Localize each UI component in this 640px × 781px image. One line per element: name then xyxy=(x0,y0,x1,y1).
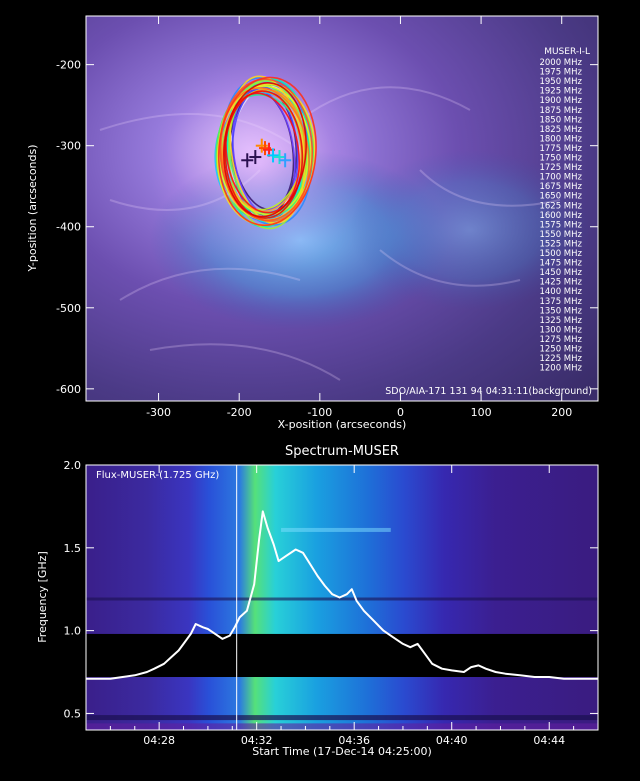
bottom-x-tick-label: 04:44 xyxy=(533,734,565,747)
legend-entry: 1775 MHz xyxy=(539,144,582,154)
legend-entry: 1200 MHz xyxy=(539,364,582,374)
legend-entry: 1850 MHz xyxy=(539,115,582,125)
lightcurve-label: Flux-MUSER-(1.725 GHz) xyxy=(96,470,219,481)
legend-entry: 1725 MHz xyxy=(539,163,582,173)
coronal-loop-strands xyxy=(99,86,561,381)
top-x-tick-label: -200 xyxy=(227,406,252,419)
legend-entry: 1350 MHz xyxy=(539,306,582,316)
legend-entry: 1250 MHz xyxy=(539,345,582,355)
background-image-label: SDO/AIA-171 131 94 04:31:11(background) xyxy=(385,386,592,397)
top-x-tick-label: -300 xyxy=(146,406,171,419)
legend-entry: 1425 MHz xyxy=(539,278,582,288)
legend-entry: 1375 MHz xyxy=(539,297,582,307)
legend-entry: 1575 MHz xyxy=(539,220,582,230)
centroid-marker xyxy=(249,150,262,165)
legend-entry: 1900 MHz xyxy=(539,96,582,106)
bottom-y-tick-label: 2.0 xyxy=(64,459,82,472)
bottom-y-tick-label: 0.5 xyxy=(64,707,82,720)
top-y-tick-label: -300 xyxy=(56,140,81,153)
top-x-tick-label: 200 xyxy=(551,406,572,419)
top-x-tick-label: 100 xyxy=(471,406,492,419)
spectrum-bottom-band xyxy=(86,723,598,730)
centroid-marker xyxy=(279,153,292,168)
contour-1275-mhz xyxy=(217,76,317,227)
legend-entry: 1750 MHz xyxy=(539,154,582,164)
bottom-x-axis-label: Start Time (17-Dec-14 04:25:00) xyxy=(252,745,432,758)
lightcurve-layer xyxy=(86,465,598,730)
top-plot-frame xyxy=(85,15,599,402)
contour-1225-mhz xyxy=(224,90,304,219)
spectrum-title: Spectrum-MUSER xyxy=(285,444,399,459)
legend-entry: 1700 MHz xyxy=(539,173,582,183)
blue-emission-region-east xyxy=(350,150,590,310)
legend-entry: 1550 MHz xyxy=(539,230,582,240)
bottom-x-tick-label: 04:36 xyxy=(338,734,370,747)
radio-source-contours xyxy=(214,74,317,230)
legend-entry: 1500 MHz xyxy=(539,249,582,259)
legend-entry: 1475 MHz xyxy=(539,259,582,269)
bottom-x-axis: 04:28 04:32 04:36 04:40 04:44 xyxy=(109,465,599,747)
solar-image-panel: -300 -200 -100 0 100 200 -200 -300 -400 -500 -600… xyxy=(26,15,599,431)
bottom-plot-frame xyxy=(85,464,599,731)
centroid-marker xyxy=(273,150,286,165)
top-x-axis: -300 -200 -100 0 100 200 xyxy=(146,16,572,419)
legend-entry: 1950 MHz xyxy=(539,77,582,87)
legend-entry: 1600 MHz xyxy=(539,211,582,221)
top-x-tick-label: -100 xyxy=(307,406,332,419)
spectrum-stripe xyxy=(86,715,598,721)
legend-entry: 1675 MHz xyxy=(539,182,582,192)
source-centroids xyxy=(241,138,292,168)
legend-entry: 1975 MHz xyxy=(539,68,582,78)
bottom-y-axis-label: Frequency [GHz] xyxy=(36,551,49,642)
centroid-marker xyxy=(267,148,280,163)
top-y-tick-label: -400 xyxy=(56,221,81,234)
legend-entry: 1225 MHz xyxy=(539,354,582,364)
legend-entry: 1625 MHz xyxy=(539,201,582,211)
bottom-y-tick-label: 1.5 xyxy=(64,542,82,555)
legend-entry: 1300 MHz xyxy=(539,325,582,335)
bottom-x-tick-label: 04:32 xyxy=(241,734,273,747)
bottom-y-tick-label: 1.0 xyxy=(64,625,82,638)
legend-entry: 1800 MHz xyxy=(539,134,582,144)
top-y-tick-label: -200 xyxy=(56,59,81,72)
bright-loop-glow xyxy=(150,55,370,275)
legend-entry: 1525 MHz xyxy=(539,239,582,249)
spectrum-panel: Spectrum-MUSER 04:28 04:32 04:36 04:40 04:44… xyxy=(36,444,599,758)
legend-entry: 1825 MHz xyxy=(539,125,582,135)
contour-1325-mhz xyxy=(220,87,310,223)
top-x-tick-label: 0 xyxy=(397,406,404,419)
legend-entry: 1325 MHz xyxy=(539,316,582,326)
legend-entry: 1450 MHz xyxy=(539,268,582,278)
legend-entry: 1400 MHz xyxy=(539,287,582,297)
legend-entry: 2000 MHz xyxy=(539,58,582,68)
top-y-tick-label: -600 xyxy=(56,383,81,396)
legend-entry: 1925 MHz xyxy=(539,87,582,97)
top-y-tick-label: -500 xyxy=(56,302,81,315)
legend-entry: 1275 MHz xyxy=(539,335,582,345)
bottom-x-tick-label: 04:40 xyxy=(436,734,468,747)
lightcurve-line xyxy=(86,510,598,680)
legend-title: MUSER-I-L xyxy=(544,47,590,57)
top-y-axis-label: Y-position (arcseconds) xyxy=(26,144,39,272)
bottom-x-tick-label: 04:28 xyxy=(143,734,175,747)
legend-entry: 1875 MHz xyxy=(539,106,582,116)
bottom-y-axis: 0.5 1.0 1.5 2.0 xyxy=(64,459,598,720)
no-data-band xyxy=(86,633,598,677)
legend-entry: 1650 MHz xyxy=(539,192,582,202)
spectrum-bright-stripe xyxy=(281,527,391,532)
spectrum-bands xyxy=(86,527,598,730)
top-y-axis: -200 -300 -400 -500 -600 xyxy=(56,59,598,396)
contour-1300-mhz xyxy=(219,78,314,222)
spectrum-stripe xyxy=(86,597,598,601)
centroid-marker xyxy=(241,153,254,168)
contour-1250-mhz xyxy=(225,92,300,214)
top-x-axis-label: X-position (arcseconds) xyxy=(278,418,407,431)
contour-1200-mhz xyxy=(223,82,307,218)
